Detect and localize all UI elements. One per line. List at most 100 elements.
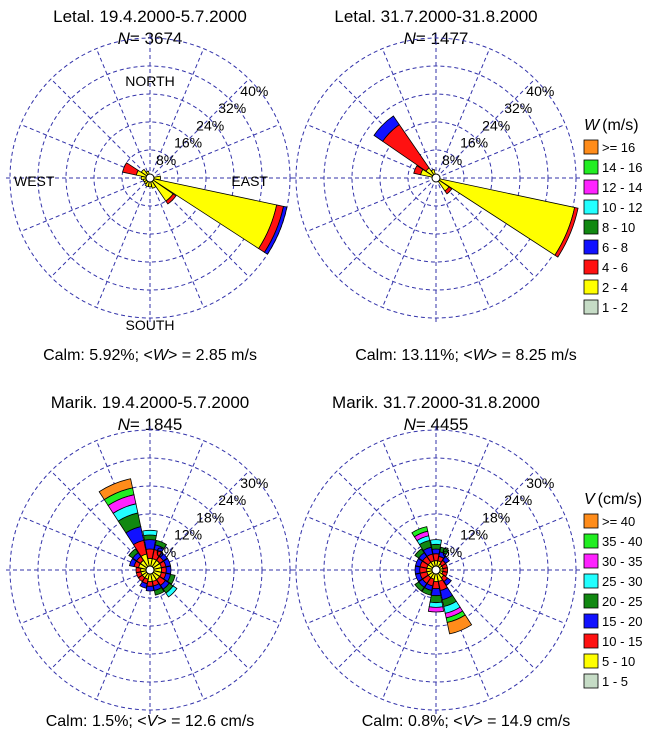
legend-swatch-6 [583,633,599,649]
ring-label-4: 40% [526,83,554,99]
sector-7-bin-5 [165,585,178,598]
legend-entries: >= 16 14 - 16 12 - 14 10 - 12 8 - 10 6 - 8 4 -… [583,139,642,315]
sector-2-bin-4 [439,546,450,555]
legend-label-4: 8 - 10 [602,220,635,235]
legend-label-6: 4 - 6 [602,260,628,275]
sector-15-bin-4 [128,548,139,559]
ring-label-3: 24% [504,492,532,508]
n-symbol: N [118,29,131,48]
grid-spoke [306,569,437,625]
ring-label-4: 30% [240,475,268,491]
grid-spoke [95,569,151,700]
sector-14-bin-3 [414,558,423,568]
calm-mean-caption: Calm: 13.11%; <W> = 8.25 m/s [355,347,577,364]
polar-grid [4,424,296,716]
calm-mean-caption: Calm: 5.92%; <W> = 2.85 m/s [43,347,257,364]
legend-swatch-7 [583,279,599,295]
grid-spoke [149,515,280,571]
sector-10-bin-3 [139,581,148,589]
legend-variable: W [584,117,601,134]
legend-title: V (cm/s) [584,491,642,508]
legend-swatch-5 [583,613,599,629]
ring-label-2: 24% [196,117,224,133]
sector-8-bin-8 [446,614,473,635]
sector-9-bin-6 [427,606,445,613]
legend-swatch-7 [583,653,599,669]
panel-title: Marik. 19.4.2000-5.7.2000 [51,393,249,412]
legend-label-1: 35 - 40 [602,534,642,549]
sector-15-bin-4 [414,548,425,559]
grid-spoke [149,78,250,179]
legend-swatch-0 [583,139,599,155]
legend-swatch-2 [583,179,599,195]
sector-6-bin-4 [167,573,176,585]
sector-1-bin-2 [444,186,453,195]
grid-spoke [20,515,151,571]
grid-spoke [95,177,151,308]
direction-east-label: EAST [231,173,268,189]
wind-rose-panel-letal-summer: Letal. 31.7.2000-31.8.2000 N= 1477 8%16%… [290,7,582,364]
legend-label-8: 1 - 5 [602,674,628,689]
legend-label-7: 5 - 10 [602,654,635,669]
ring-label-3: 32% [218,100,246,116]
legend-label-5: 15 - 20 [602,614,642,629]
sector-2-bin-4 [154,539,168,550]
grid-spoke [50,78,151,179]
ring-label-1: 12% [460,527,488,543]
grid-spoke [435,123,566,179]
grid-spoke [20,569,151,625]
legend-label-0: >= 16 [602,140,635,155]
grid-spoke [50,177,151,278]
grid-spoke [435,569,566,625]
legend-label-5: 6 - 8 [602,240,628,255]
legend-label-2: 12 - 14 [602,180,642,195]
legend-unit: (cm/s) [598,491,642,508]
legend-entries: >= 40 35 - 40 30 - 35 25 - 30 20 - 25 15 - 20… [583,513,642,689]
ring-label-0: 6% [156,544,176,560]
grid-spoke [95,48,151,179]
sector-9-bin-2 [146,581,154,587]
n-symbol: N [404,29,417,48]
center-hub [431,565,441,575]
sector-0-bin-3 [263,205,288,255]
grid-spoke [336,177,437,278]
sector-1-bin-4 [430,543,442,550]
grid-spoke [149,470,250,571]
sector-8-bin-4 [153,587,165,596]
legend-swatch-0 [583,513,599,529]
legend-title: W (m/s) [584,117,639,134]
legend-wind-speed: W (m/s) >= 16 14 - 16 12 - 14 10 - 12 8 - 10 6… [583,117,642,315]
sector-7-bin-3 [443,577,452,586]
grid-spoke [435,569,536,670]
grid-spoke [435,515,566,571]
ring-label-4: 30% [526,475,554,491]
sector-10-bin-4 [421,587,433,596]
calm-text: Calm: 0.8%; < [362,713,463,730]
legend-swatch-1 [583,159,599,175]
legend-label-4: 20 - 25 [602,594,642,609]
sector-12-bin-3 [414,572,423,582]
sector-13-bin-3 [414,565,421,575]
sector-1-bin-5 [142,529,158,537]
ring-label-2: 18% [482,509,510,525]
center-hub [431,173,441,183]
legend-label-3: 25 - 30 [602,574,642,589]
legend-label-3: 10 - 12 [602,200,642,215]
mean-text: > = 12.6 cm/s [157,713,254,730]
grid-spoke [435,48,491,179]
panel-title: Letal. 31.7.2000-31.8.2000 [334,7,537,26]
sector-3-bin-2 [413,165,424,176]
ring-label-2: 18% [196,509,224,525]
ring-label-0: 6% [442,544,462,560]
ring-label-3: 24% [218,492,246,508]
sector-bars [373,115,579,258]
legend-swatch-3 [583,199,599,215]
grid-spoke [435,470,536,571]
legend-swatch-4 [583,593,599,609]
grid-spoke [306,515,437,571]
ring-label-4: 40% [240,83,268,99]
grid-spoke [435,78,536,179]
ring-label-1: 16% [174,135,202,151]
sector-0-bin-1 [436,177,576,256]
mean-variable: V [147,713,159,730]
